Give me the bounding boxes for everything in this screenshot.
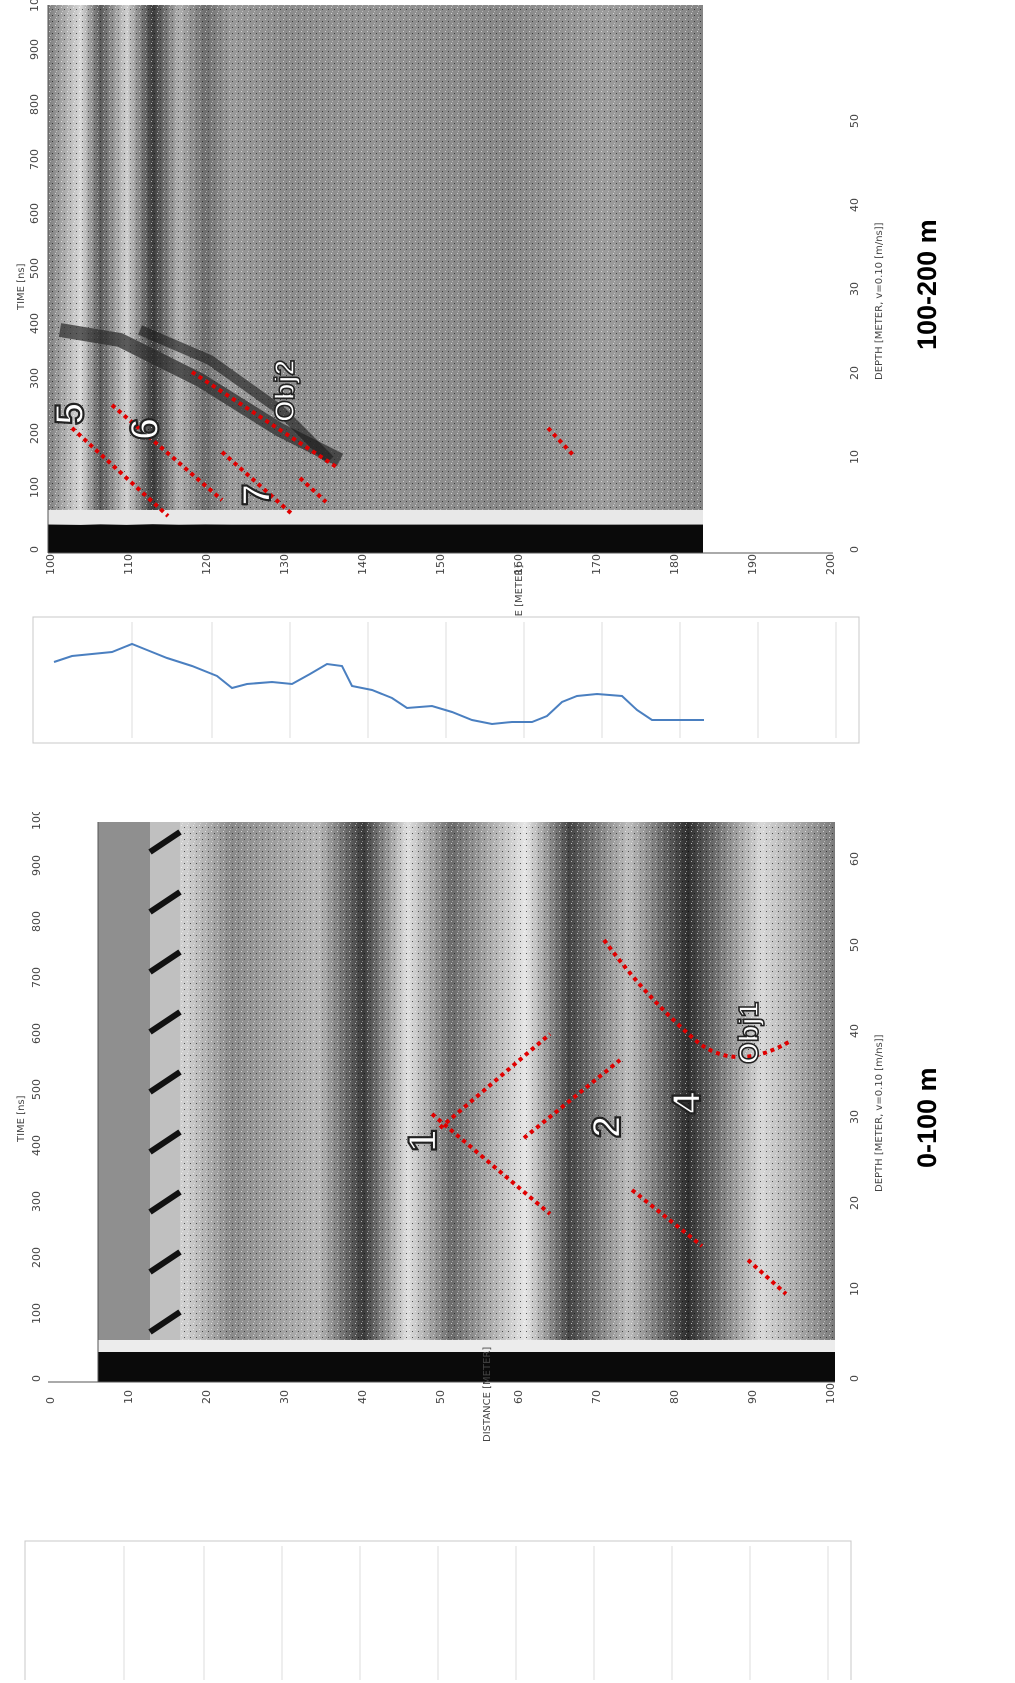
top-depth-axis-title: DEPTH [METER, v=0.10 [m/ns]] [874, 222, 885, 380]
top-time-tick: 100 [28, 477, 41, 498]
top-profile-line [53, 642, 704, 726]
top-radargram-image [48, 5, 703, 553]
bottom-time-tick: 0 [30, 1375, 43, 1382]
top-depth-tick: 10 [848, 450, 861, 464]
marker-7: 7 [235, 484, 279, 506]
top-time-tick: 900 [28, 39, 41, 60]
top-time-tick: 0 [28, 546, 41, 553]
bottom-radargram-panel: 1 2 3 4 Obj1 0 100 200 300 400 500 600 7… [16, 812, 885, 1442]
line-obj1 [602, 938, 794, 1060]
top-distance-tick: 140 [356, 554, 369, 575]
top-time-tick: 200 [28, 423, 41, 444]
bottom-depth-tick: 20 [848, 1196, 861, 1210]
top-distance-tick: 200 [824, 554, 837, 575]
top-time-tick: 500 [28, 258, 41, 279]
marker-2: 2 [585, 1116, 629, 1138]
bottom-distance-axis: 0 10 20 30 40 50 60 70 80 90 100 DISTANC… [44, 1347, 837, 1442]
line-1 [438, 1032, 552, 1130]
bottom-distance-tick: 30 [278, 1390, 291, 1404]
bottom-distance-tick: 0 [44, 1397, 57, 1404]
line-small [546, 426, 576, 458]
top-distance-tick: 130 [278, 554, 291, 575]
bottom-distance-tick: 70 [590, 1390, 603, 1404]
bottom-profile-chart [24, 1540, 852, 1680]
top-depth-tick: 50 [848, 114, 861, 128]
marker-1: 1 [401, 1130, 445, 1152]
marker-4: 4 [665, 1091, 709, 1114]
bottom-distance-tick: 60 [512, 1390, 525, 1404]
bottom-distance-tick: 40 [356, 1390, 369, 1404]
top-distance-tick: 150 [434, 554, 447, 575]
top-time-tick: 300 [28, 368, 41, 389]
top-time-axis: 0 100 200 300 400 500 600 700 800 900 10… [16, 0, 49, 553]
bottom-distance-tick: 100 [824, 1383, 837, 1404]
bottom-depth-tick: 50 [848, 938, 861, 952]
top-radargram-panel: 5 6 7 Obj2 0 100 200 300 400 500 600 700… [16, 0, 885, 660]
bottom-distance-axis-title: DISTANCE [METER] [482, 1347, 493, 1442]
bottom-time-tick: 500 [30, 1079, 43, 1100]
top-depth-tick: 20 [848, 366, 861, 380]
bottom-depth-axis: 0 10 20 30 40 50 60 DEPTH [METER, v=0.10… [848, 852, 885, 1382]
bottom-time-tick: 1000 [30, 812, 43, 830]
top-time-tick: 600 [28, 203, 41, 224]
marker-6: 6 [123, 418, 167, 440]
bottom-distance-tick: 50 [434, 1390, 447, 1404]
bottom-time-axis: 0 100 200 300 400 500 600 700 800 900 10… [16, 812, 99, 1382]
bottom-depth-tick: 10 [848, 1282, 861, 1296]
top-distance-tick: 180 [668, 554, 681, 575]
bottom-distance-tick: 80 [668, 1390, 681, 1404]
top-distance-axis-title: DISTANCE [METER] [514, 565, 525, 660]
top-profile-chart [32, 616, 860, 744]
bottom-time-tick: 100 [30, 1303, 43, 1324]
top-distance-tick: 160 [512, 554, 525, 575]
line-obj2-a [190, 370, 340, 470]
bottom-time-tick: 900 [30, 855, 43, 876]
line-5 [70, 426, 170, 518]
line-3 [430, 1112, 552, 1216]
bottom-time-tick: 600 [30, 1023, 43, 1044]
bottom-interpretation-lines [430, 938, 794, 1296]
top-distance-tick: 170 [590, 554, 603, 575]
top-time-tick: 1000 [28, 0, 41, 12]
bottom-radargram-image [98, 822, 835, 1382]
top-time-axis-title: TIME [ns] [16, 263, 27, 311]
top-distance-tick: 100 [44, 554, 57, 575]
obj1-label: Obj1 [733, 1002, 764, 1064]
line-6 [110, 403, 224, 502]
bottom-time-axis-title: TIME [ns] [16, 1095, 27, 1143]
top-time-tick: 800 [28, 94, 41, 115]
top-distance-tick: 110 [122, 554, 135, 575]
bottom-depth-axis-title: DEPTH [METER, v=0.10 [m/ns]] [874, 1034, 885, 1192]
bottom-depth-tick: 40 [848, 1024, 861, 1038]
line-small-b [746, 1258, 788, 1296]
top-panel-label: 100-200 m [912, 219, 942, 350]
top-depth-tick: 40 [848, 198, 861, 212]
bottom-depth-tick: 60 [848, 852, 861, 866]
bottom-depth-tick: 0 [848, 1375, 861, 1382]
line-4 [630, 1188, 704, 1248]
top-interpretation-lines [70, 370, 576, 518]
bottom-distance-tick: 90 [746, 1390, 759, 1404]
bottom-time-tick: 800 [30, 911, 43, 932]
line-obj2-b [298, 476, 328, 504]
top-time-tick: 700 [28, 149, 41, 170]
top-depth-tick: 30 [848, 282, 861, 296]
top-time-tick: 400 [28, 313, 41, 334]
obj2-label: Obj2 [269, 360, 300, 422]
bottom-time-tick: 200 [30, 1247, 43, 1268]
top-distance-tick: 190 [746, 554, 759, 575]
bottom-time-tick: 400 [30, 1135, 43, 1156]
bottom-depth-tick: 30 [848, 1110, 861, 1124]
top-distance-tick: 120 [200, 554, 213, 575]
marker-5: 5 [48, 403, 92, 425]
bottom-panel-label: 0-100 m [912, 1067, 942, 1168]
top-depth-tick: 0 [848, 546, 861, 553]
top-distance-axis: 100 110 120 130 140 150 160 170 180 190 … [44, 552, 837, 660]
bottom-distance-tick: 20 [200, 1390, 213, 1404]
bottom-distance-tick: 10 [122, 1390, 135, 1404]
bottom-time-tick: 700 [30, 967, 43, 988]
bottom-time-tick: 300 [30, 1191, 43, 1212]
top-depth-axis: 0 10 20 30 40 50 DEPTH [METER, v=0.10 [m… [848, 114, 885, 553]
